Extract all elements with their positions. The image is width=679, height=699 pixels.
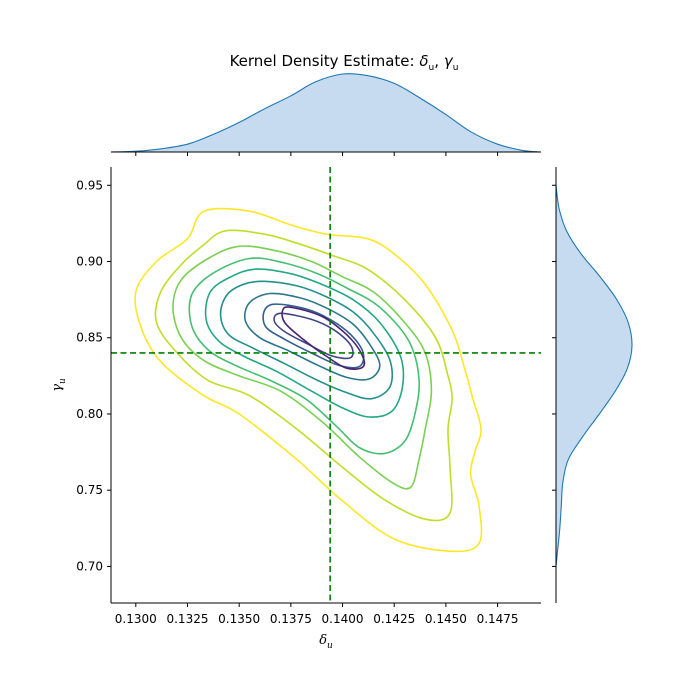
x-tick-label: 0.1425 (373, 612, 415, 626)
marginal-x-density (110, 73, 542, 153)
marginal-y-curve (555, 185, 633, 567)
kde-contour-level-4 (188, 257, 421, 455)
y-tick-label: 0.90 (76, 255, 103, 269)
contour-group (134, 207, 483, 553)
y-tick-label: 0.85 (76, 331, 103, 345)
x-tick-label: 0.1475 (477, 612, 519, 626)
kde-contour-level-3 (172, 245, 433, 490)
chart-title: Kernel Density Estimate: δu, γu (230, 52, 459, 73)
marginal-x-fill (111, 73, 541, 152)
x-axis-label: δu (319, 633, 333, 651)
x-tick-label: 0.1350 (218, 612, 260, 626)
y-tick-label: 0.80 (76, 407, 103, 421)
kde-contour-level-5 (204, 268, 405, 418)
y-tick-label: 0.75 (76, 483, 103, 497)
x-tick-label: 0.1375 (270, 612, 312, 626)
x-tick-label: 0.1450 (425, 612, 467, 626)
kde-contour-level-1 (134, 207, 483, 553)
x-tick-label: 0.1300 (115, 612, 157, 626)
y-tick-label: 0.70 (76, 559, 103, 573)
marginal-y-density (555, 167, 633, 603)
marginal-x-curve (110, 73, 542, 153)
y-tick-label: 0.95 (76, 178, 103, 192)
marginal-y-fill (556, 185, 633, 567)
y-ticks: 0.70 0.75 0.80 0.85 0.90 0.95 (76, 178, 556, 573)
x-ticks: 0.1300 0.1325 0.1350 0.1375 0.1400 0.1425 0.14… (115, 152, 519, 626)
x-tick-label: 0.1325 (166, 612, 208, 626)
kde-contour-level-9 (273, 312, 354, 360)
x-tick-label: 0.1400 (322, 612, 364, 626)
reference-lines (111, 167, 541, 603)
y-axis-label: γu (50, 378, 68, 392)
kde-contour-level-8 (262, 303, 365, 369)
main-axes (110, 167, 541, 604)
kde-contour-level-6 (219, 280, 394, 400)
kde-contour-level-10 (281, 306, 366, 370)
kde-contour-level-2 (154, 229, 453, 522)
